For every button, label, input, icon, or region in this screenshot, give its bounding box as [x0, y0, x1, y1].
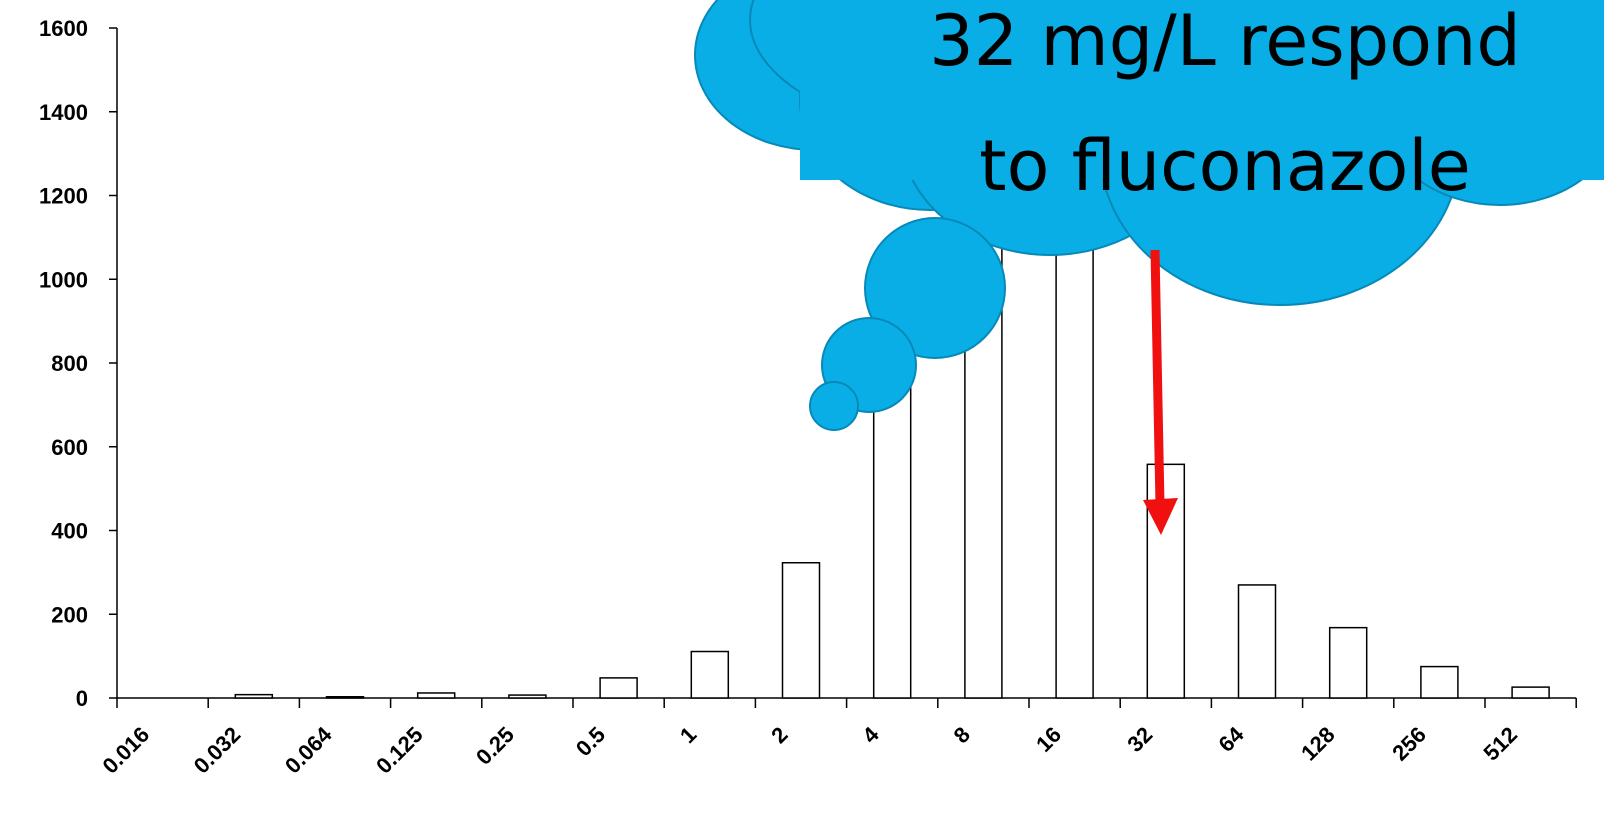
- x-tick-label: 0.125: [371, 722, 428, 779]
- y-tick-label: 1600: [39, 16, 88, 41]
- x-tick-label: 8: [949, 722, 975, 748]
- x-tick-label: 0.016: [98, 722, 155, 779]
- x-tick-label: 0.032: [189, 722, 246, 779]
- bar: [781, 561, 821, 699]
- cloud-core: [800, 0, 1604, 180]
- bar: [508, 694, 547, 699]
- y-tick-label: 1200: [39, 184, 88, 209]
- thought-bubble: [809, 381, 859, 431]
- x-tick-label: 256: [1387, 722, 1431, 766]
- x-tick-label: 0.25: [471, 722, 519, 770]
- y-tick-label: 1000: [39, 267, 88, 292]
- y-tick-label: 1400: [39, 100, 88, 125]
- x-tick-label: 128: [1296, 722, 1340, 766]
- y-tick-label: 600: [51, 435, 88, 460]
- bar: [1237, 584, 1277, 699]
- thought-bubble: [864, 217, 1006, 359]
- bar: [325, 695, 365, 699]
- arrow-head: [1143, 498, 1178, 535]
- bar: [599, 677, 638, 699]
- bar: [1511, 686, 1550, 699]
- bar: [1328, 626, 1368, 699]
- callout-cloud: 32 mg/L respond to fluconazole: [694, 0, 1604, 431]
- x-tick-label: 16: [1031, 722, 1066, 757]
- y-tick-label: 200: [51, 602, 88, 627]
- callout-text: to fluconazole: [979, 125, 1471, 207]
- y-tick-label: 0: [76, 686, 88, 711]
- bar: [690, 650, 730, 699]
- bar: [1420, 665, 1459, 699]
- x-tick-label: 32: [1122, 722, 1157, 757]
- x-tick-label: 4: [857, 721, 884, 748]
- bar: [416, 692, 456, 699]
- x-tick-label: 1: [675, 722, 701, 748]
- callout-text: 32 mg/L respond: [929, 0, 1521, 82]
- bar: [1055, 173, 1094, 699]
- y-tick-label: 800: [51, 351, 88, 376]
- y-tick-label: 400: [51, 519, 88, 544]
- x-tick-label: 2: [766, 722, 792, 748]
- x-tick-label: 64: [1214, 721, 1250, 757]
- bar: [234, 693, 274, 699]
- arrow-shaft: [1150, 249, 1165, 506]
- x-tick-label: 512: [1478, 722, 1522, 766]
- x-tick-label: 0.064: [280, 721, 337, 778]
- x-tick-label: 0.5: [571, 722, 610, 761]
